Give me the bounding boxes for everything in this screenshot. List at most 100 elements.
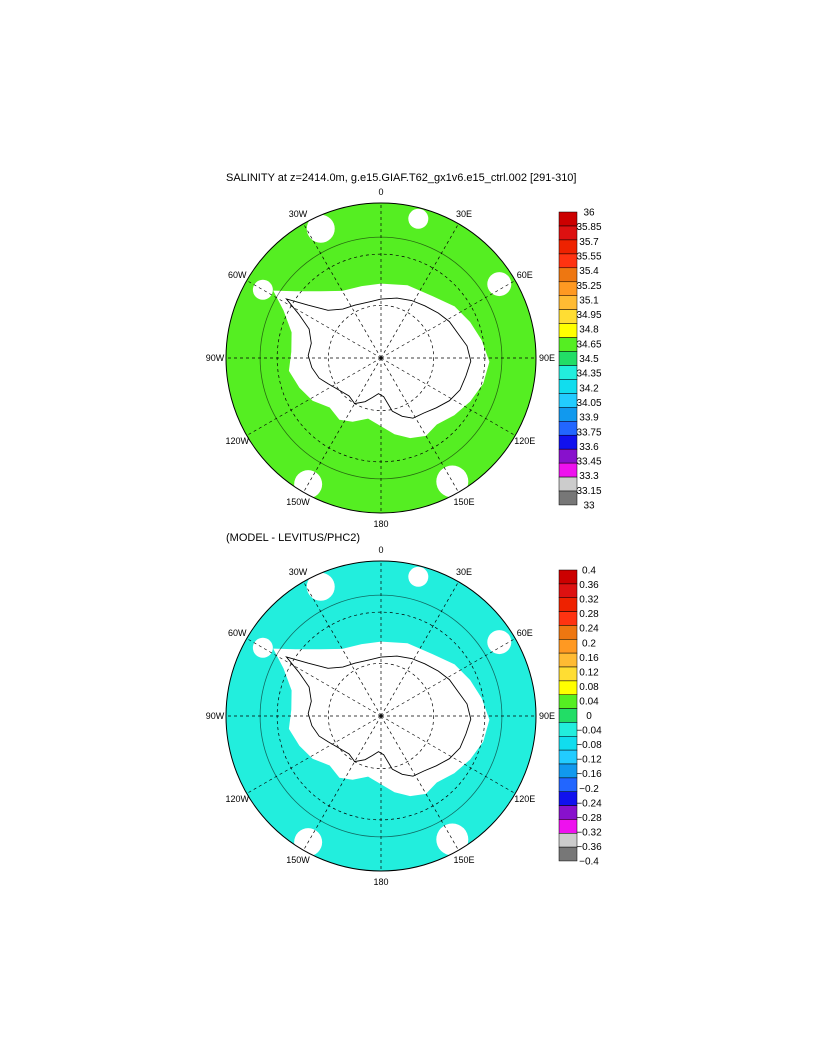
longitude-label: 0 bbox=[378, 187, 383, 197]
colorbar-swatch bbox=[558, 722, 578, 737]
colorbar-swatch bbox=[558, 694, 578, 709]
missing-data-patch bbox=[408, 208, 429, 229]
colorbar-swatch bbox=[558, 611, 578, 626]
longitude-label: 180 bbox=[373, 519, 388, 529]
colorbar-swatch bbox=[558, 351, 578, 366]
colorbar-tick-label: 33.45 bbox=[576, 457, 601, 468]
colorbar-tick-label: −0.36 bbox=[576, 842, 602, 853]
longitude-label: 30W bbox=[289, 209, 308, 219]
meridian-line bbox=[380, 357, 459, 493]
colorbar-swatch bbox=[558, 777, 578, 793]
longitude-label: 150W bbox=[286, 855, 310, 865]
missing-data-patch bbox=[252, 279, 273, 300]
colorbar-tick-label: −0.4 bbox=[579, 857, 599, 868]
colorbar-tick-label: −0.28 bbox=[576, 813, 602, 824]
colorbar-tick-label: 34.95 bbox=[576, 310, 601, 321]
panel2-title: (MODEL - LEVITUS/PHC2) bbox=[226, 532, 361, 544]
colorbar-tick-label: 0.36 bbox=[579, 580, 599, 591]
colorbar-tick-label: −0.16 bbox=[576, 769, 602, 780]
colorbar-tick-label: 35.7 bbox=[579, 237, 599, 248]
missing-data-patch bbox=[487, 630, 512, 655]
missing-data-patch bbox=[487, 272, 512, 297]
colorbar-swatch bbox=[558, 583, 578, 599]
colorbar-tick-label: 33.15 bbox=[576, 486, 601, 497]
meridian-line bbox=[246, 357, 382, 436]
meridian-line bbox=[246, 638, 382, 717]
colorbar-swatch bbox=[558, 379, 578, 394]
colorbar-swatch bbox=[558, 639, 578, 654]
colorbar-tick-label: 34.65 bbox=[576, 339, 601, 350]
colorbar-tick-label: 35.25 bbox=[576, 281, 601, 292]
missing-data-patch bbox=[252, 637, 273, 658]
meridian-line bbox=[246, 715, 382, 794]
meridian-line bbox=[380, 715, 459, 851]
longitude-label: 150W bbox=[286, 497, 310, 507]
colorbar-swatch bbox=[558, 281, 578, 296]
colorbar-swatch bbox=[558, 239, 578, 255]
polar-map-panel-2: 0 30E 60E 90E 120E 150E 180 150W 120W 90W 60W 30W 0.… bbox=[206, 545, 602, 887]
longitude-label: 120W bbox=[225, 436, 249, 446]
longitude-label: 150E bbox=[453, 855, 474, 865]
meridian-line bbox=[380, 280, 516, 359]
longitude-label: 120E bbox=[514, 436, 535, 446]
colorbar-tick-label: −0.2 bbox=[579, 784, 599, 795]
colorbar-swatch bbox=[558, 680, 578, 696]
longitude-label: 60W bbox=[228, 628, 247, 638]
colorbar-tick-label: 33.3 bbox=[579, 471, 599, 482]
colorbar-swatch bbox=[558, 569, 578, 585]
longitude-label: 120E bbox=[514, 794, 535, 804]
colorbar-tick-label: 35.4 bbox=[579, 266, 599, 277]
colorbar-swatch bbox=[558, 736, 578, 751]
panel1-title: SALINITY at z=2414.0m, g.e15.GIAF.T62_gx… bbox=[226, 172, 577, 184]
colorbar-tick-label: 0 bbox=[586, 711, 592, 722]
longitude-label: 30W bbox=[289, 567, 308, 577]
colorbar-swatch bbox=[558, 666, 578, 682]
missing-data-patch bbox=[306, 572, 335, 601]
map-border bbox=[225, 202, 537, 514]
colorbar-swatch bbox=[558, 652, 578, 668]
colorbar-tick-label: 0.2 bbox=[582, 638, 596, 649]
colorbar-swatch bbox=[558, 846, 578, 862]
missing-data-patch bbox=[306, 214, 335, 243]
colorbar-tick-label: 34.05 bbox=[576, 398, 601, 409]
colorbar-swatch bbox=[558, 490, 578, 506]
meridian-line bbox=[380, 357, 516, 436]
longitude-label: 30E bbox=[456, 209, 472, 219]
map-border bbox=[225, 560, 537, 872]
colorbar-tick-label: 0.4 bbox=[582, 566, 596, 577]
colorbar-swatch bbox=[558, 791, 578, 806]
colorbar-swatch bbox=[558, 476, 578, 492]
colorbar-tick-label: 34.8 bbox=[579, 325, 599, 336]
colorbar-swatch bbox=[558, 309, 578, 324]
colorbar-tick-label: 36 bbox=[583, 208, 595, 219]
longitude-label: 90E bbox=[539, 711, 555, 721]
colorbar-swatch bbox=[558, 365, 578, 380]
longitude-label: 150E bbox=[453, 497, 474, 507]
longitude-label: 60E bbox=[517, 628, 533, 638]
colorbar-swatch bbox=[558, 295, 578, 310]
colorbar-tick-label: −0.08 bbox=[576, 740, 602, 751]
colorbar-swatch bbox=[558, 749, 578, 765]
longitude-label: 120W bbox=[225, 794, 249, 804]
colorbar-1: 36 35.85 35.7 35.55 35.4 35.25 35.1 34.95 34.8 34… bbox=[558, 208, 602, 512]
latitude-circle bbox=[327, 662, 435, 770]
colorbar-tick-label: −0.24 bbox=[576, 798, 602, 809]
polar-map-panel-1: 0 30E 60E 90E 120E 150E 180 150W 120W 90W 60W 30W 36… bbox=[206, 187, 602, 529]
colorbar-tick-label: 0.04 bbox=[579, 697, 599, 708]
meridian-line bbox=[303, 581, 382, 717]
colorbar-tick-label: 33.75 bbox=[576, 427, 601, 438]
missing-data-patch bbox=[436, 823, 469, 856]
colorbar-swatch bbox=[558, 805, 578, 820]
colorbar-swatch bbox=[558, 448, 578, 464]
longitude-label: 90W bbox=[206, 353, 225, 363]
colorbar-tick-label: 33 bbox=[583, 501, 595, 512]
colorbar-swatch bbox=[558, 833, 578, 848]
meridian-line bbox=[380, 223, 459, 359]
longitude-label: 60E bbox=[517, 270, 533, 280]
colorbar-tick-label: 34.5 bbox=[579, 354, 599, 365]
colorbar-tick-label: 35.1 bbox=[579, 295, 599, 306]
colorbar-swatch bbox=[558, 407, 578, 422]
colorbar-swatch bbox=[558, 819, 578, 834]
colorbar-tick-label: 34.35 bbox=[576, 369, 601, 380]
colorbar-2: 0.4 0.36 0.32 0.28 0.24 0.2 0.16 0.12 0.08 0.04 0 −… bbox=[558, 566, 602, 868]
